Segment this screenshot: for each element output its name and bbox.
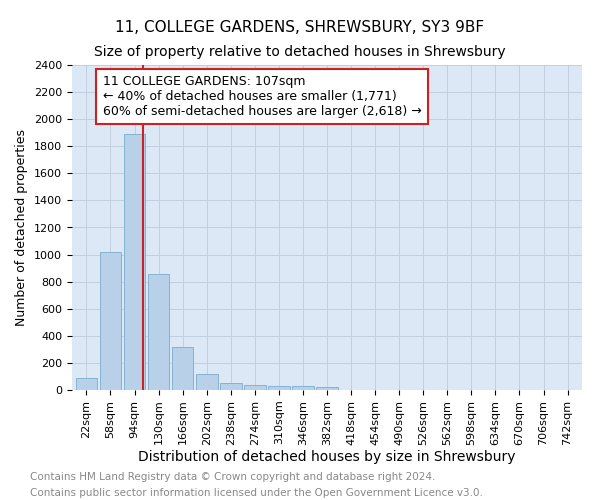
Bar <box>196 374 218 390</box>
Text: 11, COLLEGE GARDENS, SHREWSBURY, SY3 9BF: 11, COLLEGE GARDENS, SHREWSBURY, SY3 9BF <box>115 20 485 35</box>
Bar <box>268 386 290 390</box>
Text: Size of property relative to detached houses in Shrewsbury: Size of property relative to detached ho… <box>94 45 506 59</box>
Bar <box>316 388 338 390</box>
Text: 11 COLLEGE GARDENS: 107sqm
← 40% of detached houses are smaller (1,771)
60% of s: 11 COLLEGE GARDENS: 107sqm ← 40% of deta… <box>103 74 421 118</box>
Bar <box>172 346 193 390</box>
Bar <box>220 383 242 390</box>
Bar <box>124 134 145 390</box>
Y-axis label: Number of detached properties: Number of detached properties <box>16 129 28 326</box>
Text: Contains HM Land Registry data © Crown copyright and database right 2024.: Contains HM Land Registry data © Crown c… <box>30 472 436 482</box>
X-axis label: Distribution of detached houses by size in Shrewsbury: Distribution of detached houses by size … <box>138 450 516 464</box>
Bar <box>244 384 266 390</box>
Bar <box>292 386 314 390</box>
Bar <box>76 378 97 390</box>
Bar <box>100 252 121 390</box>
Bar <box>148 274 169 390</box>
Text: Contains public sector information licensed under the Open Government Licence v3: Contains public sector information licen… <box>30 488 483 498</box>
